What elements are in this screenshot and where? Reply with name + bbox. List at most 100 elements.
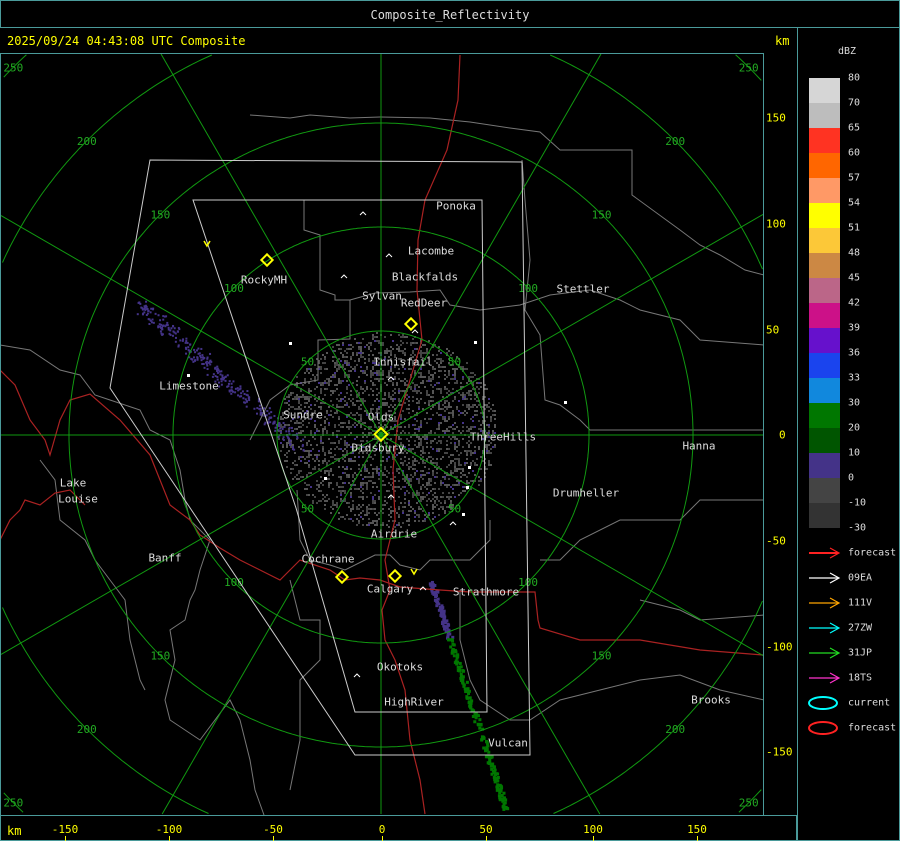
echo-pixel [356,400,358,402]
echo-pixel [374,378,376,380]
echo-pixel [376,520,378,522]
echo-pixel [446,440,448,442]
echo-pixel [466,368,468,370]
echo-pixel [362,400,364,402]
echo-pixel [478,388,480,390]
echo-pixel [314,454,316,456]
echo-pixel [490,772,494,776]
echo-pixel [501,799,505,803]
echo-pixel [430,460,432,462]
echo-pixel [404,480,406,482]
echo-pixel [446,392,448,394]
echo-pixel [368,394,370,396]
echo-pixel [416,412,418,414]
echo-pixel [488,760,492,764]
echo-pixel [474,480,476,482]
echo-pixel [364,358,366,360]
echo-pixel [444,472,446,474]
echo-pixel [344,368,346,370]
echo-pixel [448,496,450,498]
echo-pixel [440,610,444,614]
echo-pixel [398,378,400,380]
echo-pixel [362,524,364,526]
echo-pixel [412,460,414,462]
echo-pixel [177,345,180,348]
radar-site-icon [259,252,419,585]
echo-pixel [404,348,406,350]
echo-pixel [338,348,340,350]
echo-pixel [420,356,422,358]
echo-pixel [304,382,306,384]
echo-pixel [418,390,420,392]
echo-pixel [324,472,326,474]
echo-pixel [412,476,414,478]
echo-pixel [470,398,472,400]
echo-pixel [390,346,392,348]
echo-pixel [422,352,424,354]
echo-pixel [414,386,416,388]
echo-pixel [368,354,370,356]
echo-pixel [448,394,450,396]
echo-pixel [340,494,342,496]
echo-pixel [433,591,437,595]
echo-pixel [436,382,438,384]
echo-pixel [226,374,229,377]
echo-pixel [418,436,420,438]
legend-label: -30 [848,522,867,534]
echo-pixel [466,430,468,432]
echo-pixel [192,356,195,359]
echo-pixel [312,500,314,502]
echo-pixel [316,416,318,418]
echo-pixel [474,388,476,390]
echo-pixel [448,456,450,458]
echo-pixel [436,468,438,470]
echo-pixel [308,406,310,408]
echo-pixel [396,348,398,350]
echo-pixel [432,386,434,388]
echo-pixel [346,388,348,390]
echo-pixel [376,522,378,524]
echo-pixel [408,468,410,470]
echo-pixel [426,488,428,490]
echo-pixel [470,372,472,374]
echo-pixel [356,508,358,510]
echo-pixel [148,323,151,326]
echo-pixel [438,406,440,408]
echo-pixel [408,364,410,366]
echo-pixel [372,362,374,364]
echo-pixel [450,502,452,504]
range-ring-label: 200 [665,723,685,736]
echo-pixel [388,414,390,416]
echo-pixel [304,402,306,404]
echo-pixel [324,428,326,430]
echo-pixel [424,520,426,522]
echo-pixel [318,454,320,456]
echo-pixel [462,396,464,398]
echo-pixel [404,478,406,480]
echo-pixel [473,712,477,716]
echo-pixel [448,418,450,420]
echo-pixel [188,356,191,359]
echo-pixel [350,344,352,346]
echo-pixel [302,430,304,432]
echo-pixel [354,484,356,486]
echo-pixel [376,370,378,372]
echo-pixel [332,374,334,376]
echo-pixel [398,452,400,454]
echo-pixel [408,484,410,486]
track-legend-label: 18TS [848,672,873,684]
echo-pixel [322,428,324,430]
echo-pixel [145,305,148,308]
echo-pixel [462,430,464,432]
echo-pixel [390,404,392,406]
echo-pixel [456,480,458,482]
range-ring-label: 200 [77,723,97,736]
echo-pixel [326,494,328,496]
echo-pixel [360,496,362,498]
echo-pixel [354,370,356,372]
echo-pixel [350,394,352,396]
echo-pixel [426,504,428,506]
echo-pixel [478,476,480,478]
echo-pixel [342,490,344,492]
